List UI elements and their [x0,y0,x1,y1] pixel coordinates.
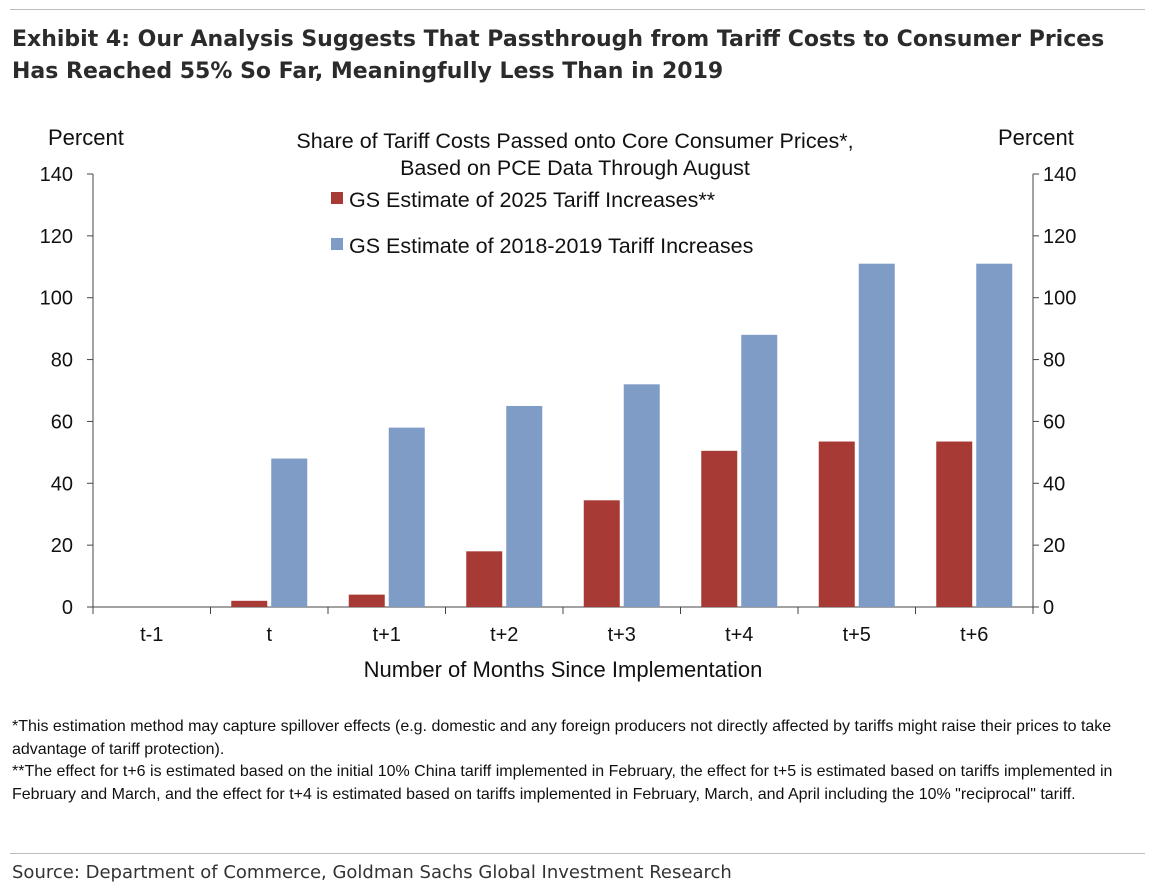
y-tick-label-left: 60 [51,411,73,433]
legend-label-2018-2019: GS Estimate of 2018-2019 Tariff Increase… [349,234,753,258]
bar-2018-2019-t+2 [506,405,543,607]
y-axis-label-right: Percent [998,125,1074,150]
bottom-divider [10,853,1145,854]
y-tick-label-right: 100 [1043,288,1076,310]
y-tick-label-left: 140 [40,164,73,186]
bar-2018-2019-t+4 [741,334,778,607]
source-note: Source: Department of Commerce, Goldman … [12,862,732,883]
top-divider [10,9,1145,10]
bar-2025-t+3 [583,500,620,607]
bar-2025-t+5 [818,441,855,607]
chart-title-line-2: Based on PCE Data Through August [400,156,750,180]
bar-2025-t+4 [701,450,738,607]
bar-2018-2019-t [271,458,308,607]
bar-2025-t [231,600,268,607]
bar-2025-t+1 [348,594,385,607]
footnotes: *This estimation method may capture spil… [12,716,1142,806]
y-tick-label-left: 0 [62,597,73,619]
bar-2025-t+2 [466,551,503,607]
bar-2018-2019-t+3 [623,384,660,607]
x-tick-label: t-1 [140,624,163,646]
x-tick-label: t+5 [843,624,871,646]
y-tick-label-right: 60 [1043,411,1065,433]
legend-label-2025: GS Estimate of 2025 Tariff Increases** [349,188,716,212]
y-tick-label-left: 80 [51,350,73,372]
bar-2018-2019-t+6 [976,263,1013,607]
footnote-2: **The effect for t+6 is estimated based … [12,763,1113,803]
x-tick-label: t+6 [960,624,988,646]
legend-swatch-2025 [331,192,343,204]
y-tick-label-left: 40 [51,473,73,495]
bar-2025-t+6 [936,441,973,607]
x-axis-title: Number of Months Since Implementation [364,657,763,682]
y-tick-label-right: 40 [1043,473,1065,495]
bars [231,263,1013,607]
bar-2018-2019-t+5 [858,263,895,607]
x-tick-label: t+4 [725,624,753,646]
bar-2018-2019-t+1 [388,427,425,607]
x-tick-label: t [266,624,272,646]
y-tick-label-right: 120 [1043,226,1076,248]
axes: 0 0 20 20 40 40 60 60 80 80 100 100 120 120 140 140 t-1 t… [40,164,1077,646]
y-tick-label-right: 140 [1043,164,1076,186]
y-tick-label-right: 80 [1043,350,1065,372]
x-tick-label: t+2 [490,624,518,646]
y-tick-label-right: 0 [1043,597,1054,619]
chart: Percent Percent Share of Tariff Costs Pa… [40,125,1077,682]
footnote-1: *This estimation method may capture spil… [12,718,1112,758]
legend-swatch-2018-2019 [331,238,343,250]
x-tick-label: t+1 [373,624,401,646]
chart-title-line-1: Share of Tariff Costs Passed onto Core C… [296,129,853,153]
y-tick-label-left: 120 [40,226,73,248]
y-axis-label-left: Percent [48,125,124,150]
y-tick-label-left: 100 [40,288,73,310]
y-tick-label-left: 20 [51,535,73,557]
exhibit-title: Exhibit 4: Our Analysis Suggests That Pa… [12,27,1105,84]
y-tick-label-right: 20 [1043,535,1065,557]
x-tick-label: t+3 [608,624,636,646]
